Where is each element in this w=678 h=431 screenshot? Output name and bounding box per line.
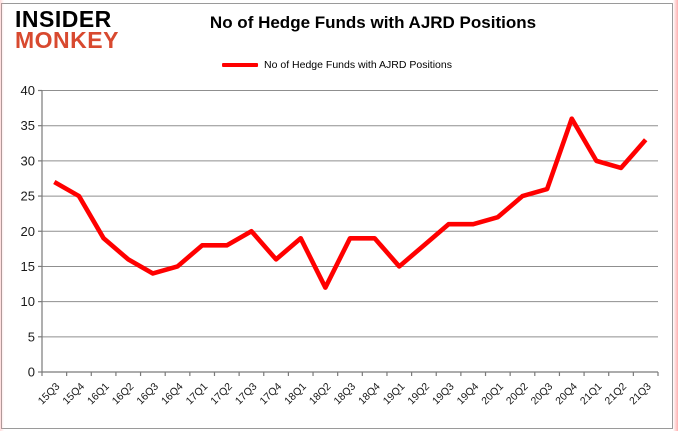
x-axis-label-20Q4: 20Q4 — [553, 381, 580, 408]
y-axis-label-15: 15 — [21, 259, 35, 274]
x-axis-label-20Q3: 20Q3 — [529, 381, 556, 408]
x-axis-label-15Q3: 15Q3 — [36, 381, 63, 408]
y-axis-label-0: 0 — [28, 365, 35, 380]
x-axis-label-17Q3: 17Q3 — [233, 381, 260, 408]
x-axis-label-18Q4: 18Q4 — [356, 381, 383, 408]
x-axis-label-17Q4: 17Q4 — [258, 381, 285, 408]
y-axis-label-5: 5 — [28, 329, 35, 344]
right-edge-glow — [673, 0, 678, 431]
x-axis-label-15Q4: 15Q4 — [60, 381, 87, 408]
left-edge-glow — [0, 0, 4, 431]
x-axis-label-16Q1: 16Q1 — [85, 381, 112, 408]
x-axis-label-17Q2: 17Q2 — [208, 381, 235, 408]
x-axis-label-18Q2: 18Q2 — [307, 381, 334, 408]
x-axis-label-21Q1: 21Q1 — [578, 381, 605, 408]
logo-text-monkey: MONKEY — [15, 27, 119, 54]
x-axis-label-19Q3: 19Q3 — [430, 381, 457, 408]
x-axis-label-20Q2: 20Q2 — [504, 381, 531, 408]
y-axis-label-40: 40 — [21, 83, 35, 98]
y-axis-label-35: 35 — [21, 118, 35, 133]
legend-line-swatch — [222, 63, 259, 67]
x-axis-label-16Q3: 16Q3 — [134, 381, 161, 408]
x-axis-label-18Q1: 18Q1 — [282, 381, 309, 408]
legend-label: No of Hedge Funds with AJRD Positions — [264, 59, 452, 71]
chart-title: No of Hedge Funds with AJRD Positions — [209, 13, 537, 32]
x-axis-label-17Q1: 17Q1 — [184, 381, 211, 408]
x-axis-label-21Q3: 21Q3 — [627, 381, 654, 408]
y-axis-label-30: 30 — [21, 153, 35, 168]
y-axis-label-25: 25 — [21, 189, 35, 204]
x-axis-label-18Q3: 18Q3 — [331, 381, 358, 408]
x-axis-label-16Q4: 16Q4 — [159, 381, 186, 408]
legend: No of Hedge Funds with AJRD Positions — [222, 59, 452, 71]
x-axis-label-19Q1: 19Q1 — [381, 381, 408, 408]
x-axis-label-21Q2: 21Q2 — [603, 381, 630, 408]
series-line-hedge-fund-positions — [53, 116, 648, 290]
y-axis-label-10: 10 — [21, 294, 35, 309]
x-axis-label-20Q1: 20Q1 — [479, 381, 506, 408]
x-axis-label-19Q2: 19Q2 — [405, 381, 432, 408]
x-axis-label-16Q2: 16Q2 — [110, 381, 137, 408]
insider-monkey-logo: INSIDER MONKEY — [15, 6, 119, 54]
x-axis-label-19Q4: 19Q4 — [455, 381, 482, 408]
y-axis-label-20: 20 — [21, 224, 35, 239]
logo-text-insider: INSIDER — [15, 6, 112, 32]
